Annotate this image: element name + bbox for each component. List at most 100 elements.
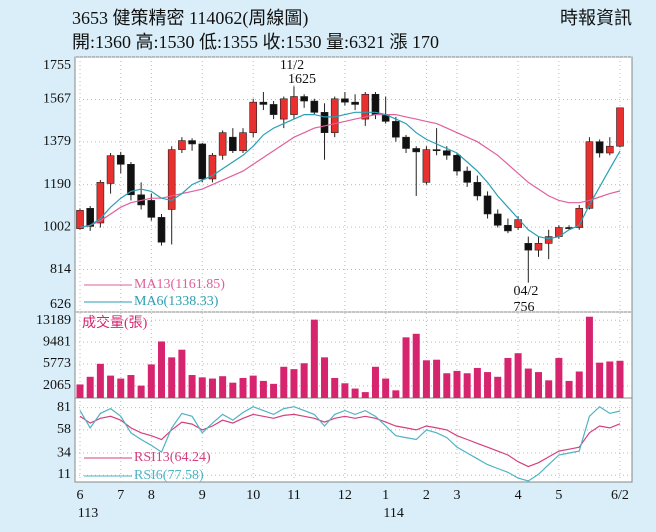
annotation: 1625 (288, 72, 316, 87)
volume-bar (463, 373, 471, 398)
volume-bar (168, 357, 176, 398)
volume-bar (361, 392, 369, 398)
volume-bar (473, 367, 481, 398)
y-tick-label: 814 (50, 262, 71, 277)
line-series (79, 111, 621, 240)
volume-bar (137, 385, 145, 398)
chart-title: 3653 健策精密 114062(周線圖) (72, 8, 308, 29)
candle-body (534, 243, 543, 251)
volume-bar (382, 378, 390, 398)
volume-bar (524, 368, 532, 398)
volume-bar (290, 369, 298, 398)
x-tick-label: 10 (246, 488, 260, 503)
candle-body (96, 182, 105, 224)
candle-body (504, 224, 512, 232)
summary: 開:1360 高:1530 低:1355 收:1530 量:6321 漲 170 (72, 32, 439, 52)
volume-bar (443, 373, 451, 398)
candle-body (412, 148, 421, 153)
candle-body (167, 149, 176, 210)
x-tick-label: 9 (199, 488, 206, 503)
x-tick-label: 12 (338, 488, 352, 503)
x-tick-label: 6 (77, 488, 84, 503)
y-tick-label: 81 (57, 400, 71, 415)
candle-body (208, 154, 217, 180)
line-series (79, 114, 621, 229)
legend-label: MA13(1161.85) (134, 277, 225, 292)
y-tick-label: 1002 (43, 219, 71, 234)
y-tick-label: 2065 (43, 378, 71, 393)
volume-bar (616, 360, 624, 398)
x-tick-label: 3 (453, 488, 460, 503)
candle-body (76, 210, 84, 229)
y-tick-label: 1755 (43, 58, 71, 73)
y-tick-label: 1567 (43, 92, 71, 107)
candle-body (422, 149, 431, 183)
candle-body (157, 217, 166, 243)
candle-body (606, 145, 614, 154)
volume-bar (514, 353, 522, 398)
volume-bar (107, 375, 115, 398)
x-tick-label: 4 (515, 488, 522, 503)
volume-bar (188, 375, 196, 398)
volume-bar (259, 380, 267, 398)
volume-bar (555, 357, 563, 398)
volume-bar (484, 372, 492, 398)
candle-body (320, 112, 329, 133)
source: 時報資訊 (560, 8, 632, 28)
candle-body (514, 219, 522, 228)
candle-body (106, 155, 115, 184)
x-tick-label: 6/2 (611, 488, 629, 503)
candle-body (493, 213, 502, 226)
candle-body (290, 96, 298, 115)
legend-label: RSI13(64.24) (134, 450, 211, 465)
candle-body (239, 132, 247, 152)
candle-body (453, 154, 461, 172)
volume-bar (219, 376, 227, 398)
candle-body (544, 236, 553, 244)
volume-bar (351, 388, 359, 398)
candle-body (269, 104, 278, 115)
x-tick-label: 8 (148, 488, 155, 503)
y-tick-label: 9481 (43, 334, 71, 349)
y-tick-label: 1379 (43, 134, 71, 149)
candle-body (371, 93, 380, 115)
candle-body (402, 136, 410, 149)
candle-body (259, 101, 268, 105)
volume-bar (229, 382, 237, 398)
annotation: 756 (514, 300, 535, 315)
candle-body (432, 149, 441, 152)
volume-bar (300, 363, 308, 398)
volume-bar (422, 360, 430, 398)
candle-body (188, 140, 196, 145)
y-tick-label: 1190 (44, 177, 71, 192)
candle-body (341, 98, 349, 103)
volume-bar (392, 390, 400, 398)
volume-bar (208, 378, 216, 398)
volume-bar (596, 362, 604, 398)
x-tick-label: 7 (117, 488, 124, 503)
annotation: 11/2 (280, 58, 304, 73)
volume-bar (565, 380, 573, 398)
volume-bar (371, 366, 379, 398)
x-tick-label: 5 (555, 488, 562, 503)
volume-bar (249, 375, 257, 398)
candle-body (595, 141, 604, 154)
volume-bar (575, 371, 583, 398)
volume-bar (453, 370, 461, 398)
volume-bar (412, 333, 420, 398)
annotation: 04/2 (514, 284, 539, 299)
volume-bar (127, 375, 135, 398)
candle-body (616, 107, 624, 147)
volume-bar (310, 319, 318, 398)
candle-body (473, 182, 482, 197)
volume-bar (198, 377, 206, 398)
volume-bar (494, 376, 502, 398)
candle-body (218, 132, 227, 156)
candle-body (178, 140, 186, 150)
x-tick-label: 11 (287, 488, 300, 503)
candle-body (279, 98, 288, 120)
candle-body (116, 154, 125, 165)
candle-body (198, 143, 207, 180)
y-tick-label: 13189 (36, 313, 71, 328)
